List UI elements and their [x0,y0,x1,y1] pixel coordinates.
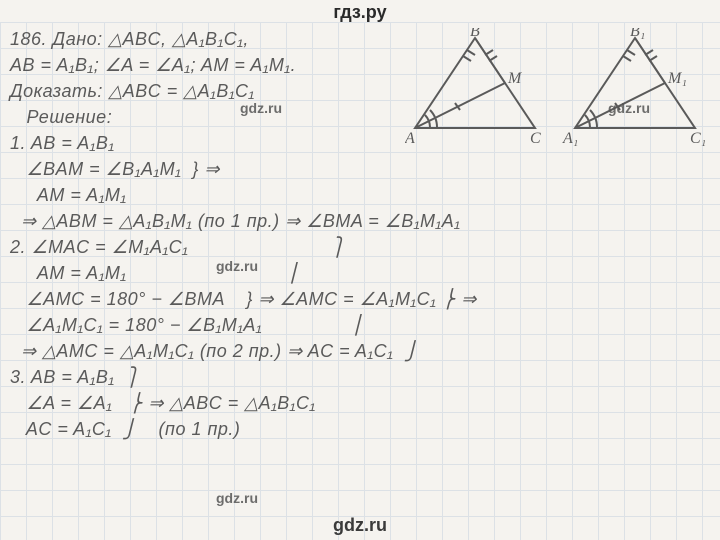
label-B: B [470,28,480,40]
label-C: C [530,130,541,147]
line-14: 3. AB = A₁B₁ ⎫ [10,364,710,390]
watermark-1: gdz.ru [240,100,282,116]
label-A1: A₁ [562,130,578,147]
line-16: AC = A₁C₁ ⎭ (по 1 пр.) [10,416,710,442]
triangles-diagram: A B C M A₁ B₁ C₁ M₁ [405,28,715,148]
label-B1: B₁ [630,28,645,40]
line-13: ⇒ △AMC = △A₁M₁C₁ (по 2 пр.) ⇒ AC = A₁C₁ … [10,338,710,364]
site-footer: gdz.ru [0,515,720,536]
line-8: ⇒ △ABM = △A₁B₁M₁ (по 1 пр.) ⇒ ∠BMA = ∠B₁… [10,208,710,234]
line-12: ∠A₁M₁C₁ = 180° − ∠B₁M₁A₁ ⎪ [10,312,710,338]
label-M: M [507,70,523,87]
line-10: AM = A₁M₁ ⎪ [10,260,710,286]
line-7: AM = A₁M₁ [10,182,710,208]
label-A: A [405,130,415,147]
line-15: ∠A = ∠A₁ ⎬ ⇒ △ABC = △A₁B₁C₁ [10,390,710,416]
line-6: ∠BAM = ∠B₁A₁M₁ } ⇒ [10,156,710,182]
watermark-4: gdz.ru [216,490,258,506]
watermark-3: gdz.ru [216,258,258,274]
line-11: ∠AMC = 180° − ∠BMA } ⇒ ∠AMC = ∠A₁M₁C₁ ⎬ … [10,286,710,312]
watermark-2: gdz.ru [608,100,650,116]
line-9: 2. ∠MAC = ∠M₁A₁C₁ ⎫ [10,234,710,260]
label-M1: M₁ [667,70,687,87]
site-header: гдз.ру [0,2,720,23]
label-C1: C₁ [690,130,706,147]
